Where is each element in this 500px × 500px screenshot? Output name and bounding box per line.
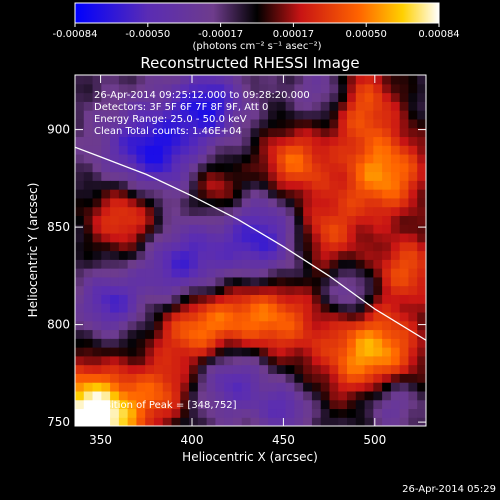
colorbar-ticks: -0.00084 -0.00050 -0.00017 0.00017 0.00050 0.…	[53, 23, 460, 40]
info-line-counts: Clean Total counts: 1.46E+04	[94, 126, 242, 137]
colorbar-tick-label: -0.00017	[198, 29, 243, 40]
x-tick-label: 450	[272, 433, 295, 447]
colorbar-tick-label: 0.00084	[418, 29, 459, 40]
info-line-detectors: Detectors: 3F 5F 6F 7F 8F 9F, Att 0	[94, 102, 268, 113]
y-tick-label: 750	[47, 415, 70, 429]
y-tick-label: 800	[47, 318, 70, 332]
colorbar-tick-label: 0.00050	[346, 29, 387, 40]
chart-title: Reconstructed RHESSI Image	[140, 54, 359, 72]
colorbar-tick-label: -0.00050	[125, 29, 170, 40]
x-tick-label: 350	[89, 433, 112, 447]
y-tick-label: 850	[47, 220, 70, 234]
y-axis-label: Heliocentric Y (arcsec)	[26, 183, 40, 318]
x-tick-label: 400	[181, 433, 204, 447]
info-line-time: 26-Apr-2014 09:25:12.000 to 09:28:20.000	[94, 90, 310, 101]
colorbar-unit-label: (photons cm⁻² s⁻¹ asec⁻²)	[192, 41, 321, 52]
colorbar-tick-label: 0.00017	[273, 29, 314, 40]
solar-limb-line	[75, 146, 426, 341]
x-axis-label: Heliocentric X (arcsec)	[182, 450, 318, 464]
colorbar-tick-label: -0.00084	[53, 29, 98, 40]
peak-position-label: Position of Peak = [348,752]	[94, 400, 237, 411]
axis-ticks: 350 400 450 500 750 800 850 900	[47, 75, 426, 447]
info-line-energy: Energy Range: 25.0 - 50.0 keV	[94, 114, 247, 125]
heatmap-image	[75, 75, 426, 426]
x-tick-label: 500	[363, 433, 386, 447]
y-tick-label: 900	[47, 123, 70, 137]
plot-frame	[74, 74, 427, 427]
colorbar	[74, 2, 440, 24]
plot-timestamp: 26-Apr-2014 05:29	[402, 484, 496, 495]
